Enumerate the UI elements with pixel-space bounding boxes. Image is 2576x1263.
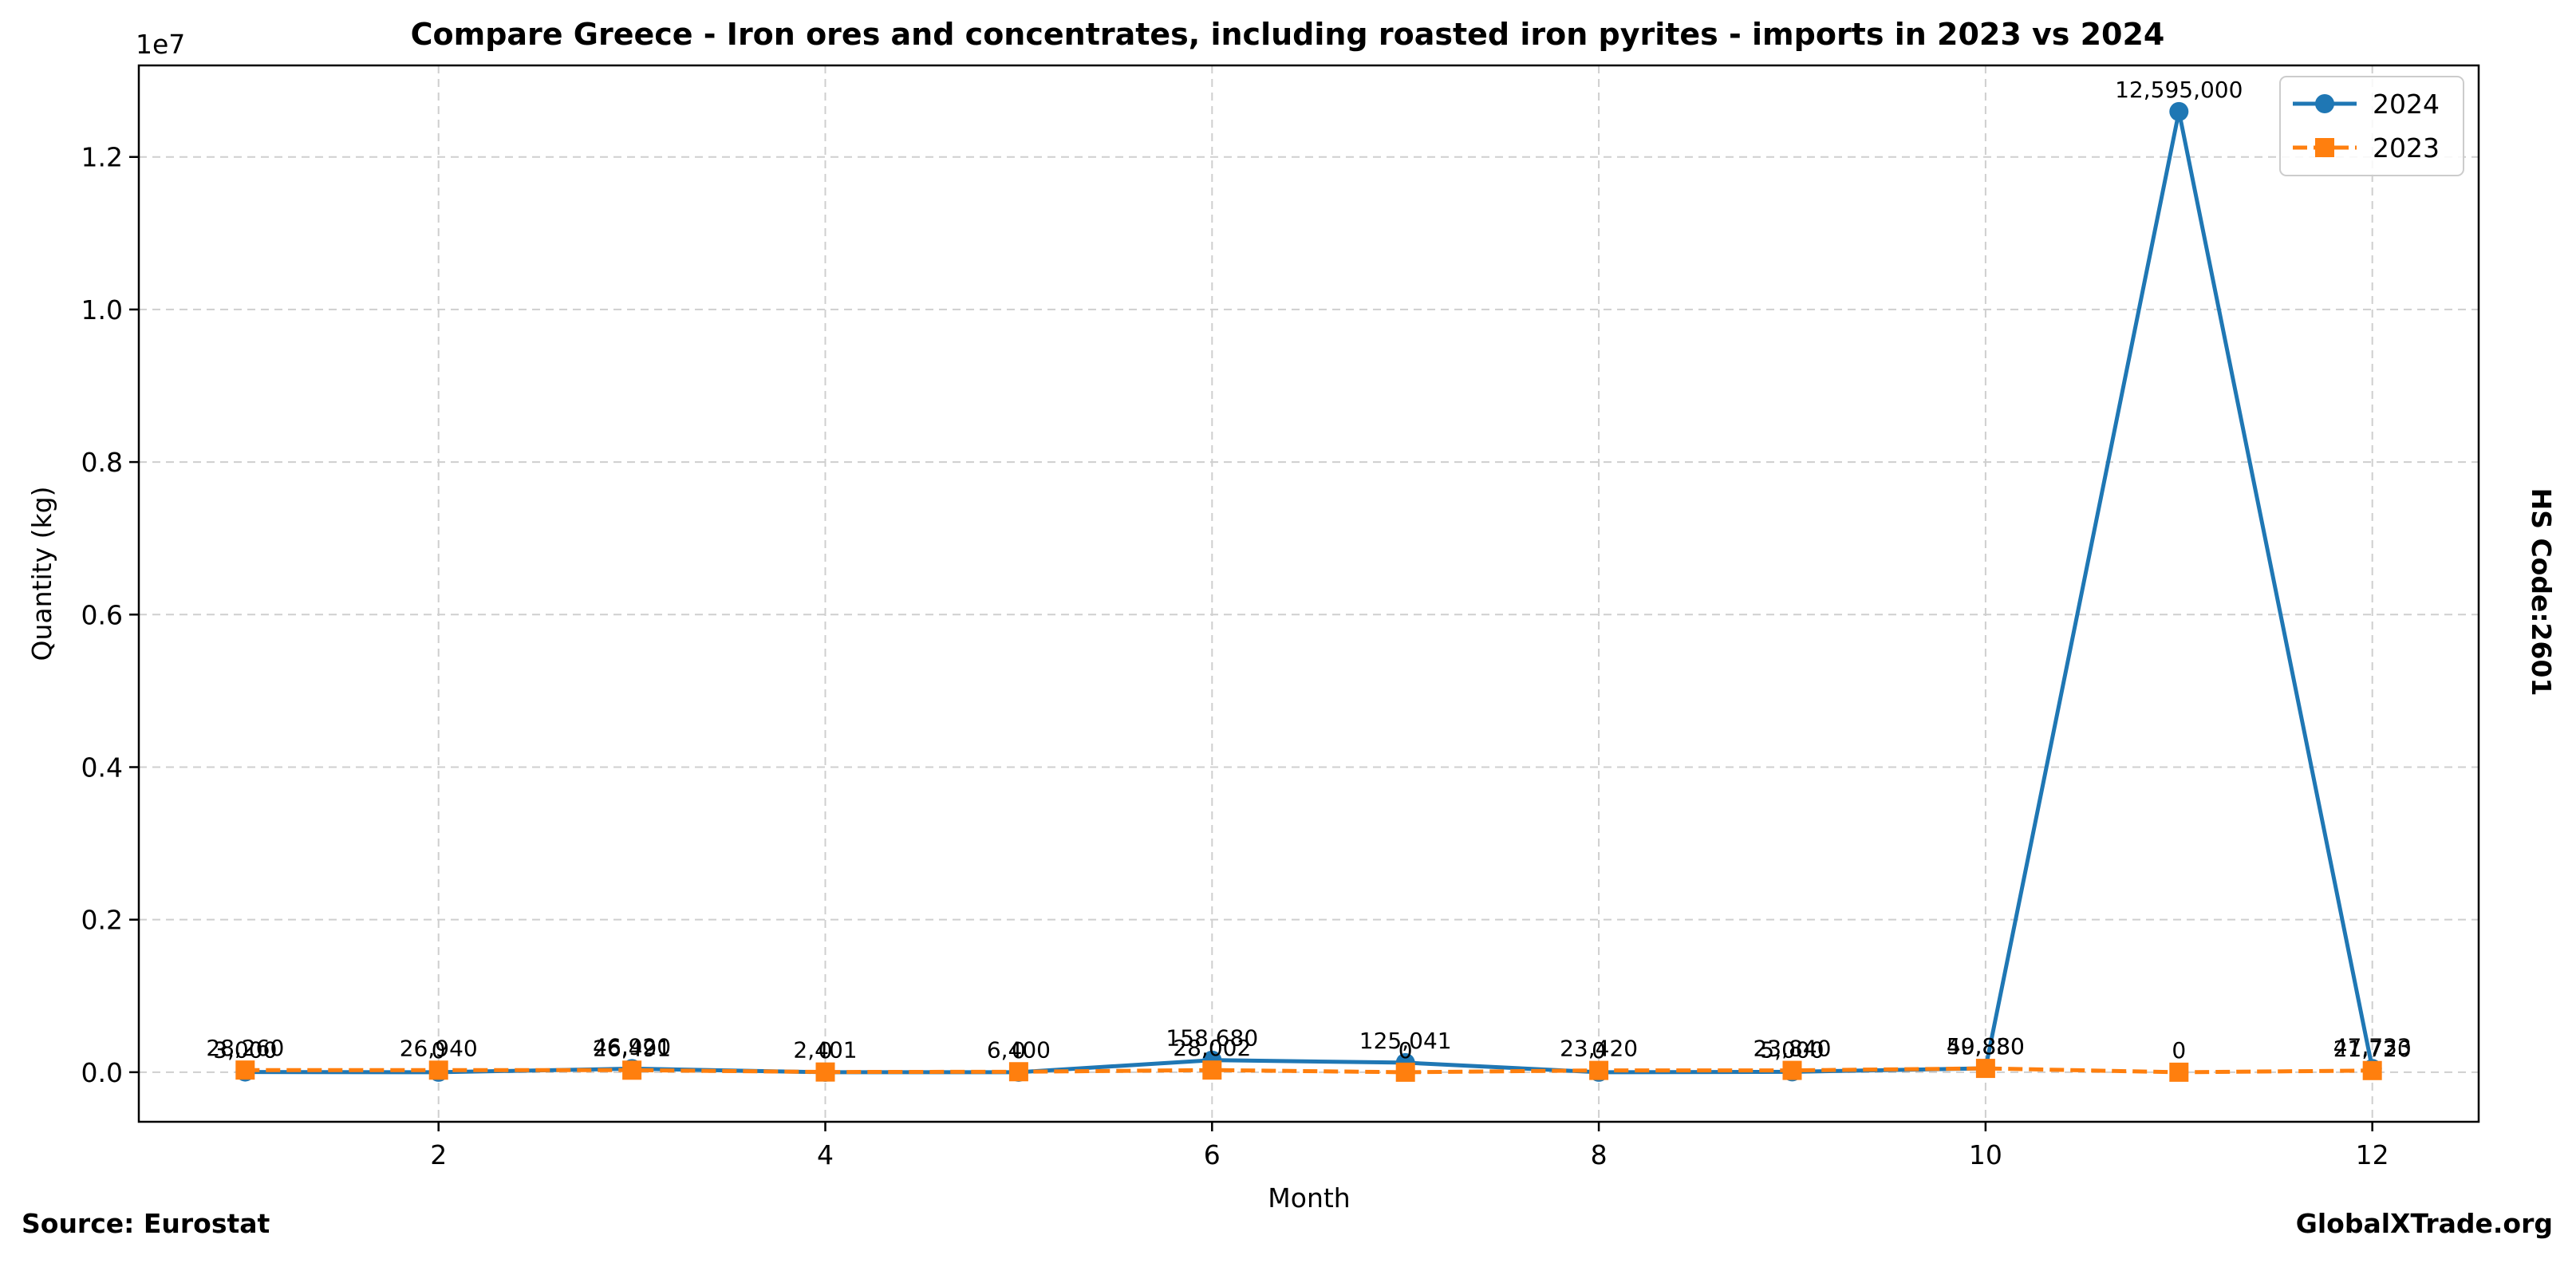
x-tick-label: 4 (817, 1139, 834, 1170)
data-label-2023: 0 (1398, 1037, 1413, 1064)
point-2023 (2362, 1060, 2382, 1080)
point-2023 (815, 1062, 835, 1082)
data-label-2024: 5,000 (1760, 1036, 1824, 1063)
y-axis: 0.0 0.2 0.4 0.6 0.8 1.0 1.2 (81, 142, 139, 1088)
point-2023 (2169, 1062, 2189, 1082)
plot-frame (137, 64, 2480, 1123)
x-axis: 2 4 6 8 10 12 (430, 1122, 2389, 1170)
data-label-2024: 0 (1592, 1037, 1606, 1064)
x-axis-label: Month (1268, 1182, 1350, 1214)
point-2023 (1782, 1060, 1802, 1080)
data-label-2023: 26,491 (593, 1035, 671, 1061)
y-tick-label: 1.2 (81, 142, 123, 173)
data-label-2024: 158,680 (1166, 1025, 1258, 1052)
y-tick-label: 0.4 (81, 752, 123, 783)
y-tick-label: 0.6 (81, 599, 123, 630)
y-tick-label: 0.8 (81, 447, 123, 478)
legend-marker (2315, 94, 2334, 113)
data-label-2023: 23,840 (1753, 1036, 1831, 1062)
data-label-2023: 49,880 (1947, 1033, 2025, 1060)
point-2023 (1008, 1062, 1028, 1082)
x-tick-label: 8 (1591, 1139, 1608, 1170)
series-line-2023 (245, 1066, 2373, 1075)
point-2023 (1202, 1060, 1222, 1080)
point-2023 (235, 1060, 255, 1080)
data-label-2023: 0 (2172, 1037, 2186, 1064)
data-label-2024: 0 (819, 1037, 833, 1064)
data-label-2024: 47,733 (2333, 1033, 2412, 1060)
data-label-2023: 6,400 (987, 1036, 1051, 1063)
x-tick-label: 12 (2356, 1139, 2389, 1170)
legend-marker (2315, 138, 2334, 157)
data-label-2023: 28,260 (206, 1035, 284, 1061)
brand-label: GlobalXTrade.org (2296, 1208, 2553, 1239)
legend-label: 2023 (2373, 132, 2440, 164)
y-offset-label: 1e7 (136, 29, 185, 60)
legend-label: 2024 (2373, 89, 2440, 120)
data-label-2024: 3,000 (213, 1037, 277, 1064)
series-2023 (235, 1059, 2382, 1082)
x-tick-label: 10 (1969, 1139, 2002, 1170)
point-2024 (2169, 101, 2189, 121)
data-label-2024: 12,595,000 (2115, 77, 2243, 103)
y-tick-label: 0.2 (81, 905, 123, 936)
y-tick-label: 0.0 (81, 1057, 123, 1088)
data-label-2023: 21,720 (2333, 1036, 2412, 1062)
x-tick-label: 2 (430, 1139, 447, 1170)
data-label-2024: 125,041 (1359, 1028, 1452, 1054)
hs-code-label: HS Code:2601 (2526, 488, 2557, 697)
data-label-2023: 23,420 (1560, 1036, 1638, 1062)
data-label-2023: 28,002 (1173, 1035, 1251, 1061)
legend: 2024 2023 (2279, 76, 2464, 176)
source-label: Source: Eurostat (22, 1208, 270, 1239)
data-label-2023: 2,401 (793, 1037, 857, 1064)
point-2023 (428, 1060, 448, 1080)
point-2023 (1975, 1059, 1995, 1079)
point-2023 (1589, 1060, 1609, 1080)
data-label-2024: 46,920 (593, 1033, 671, 1060)
data-label-2024: 0 (432, 1037, 446, 1064)
legend-item-2024: 2024 (2293, 89, 2440, 120)
chart-title: Compare Greece - Iron ores and concentra… (411, 17, 2165, 52)
data-label-2024: 0 (1012, 1037, 1026, 1064)
series-layer (235, 101, 2382, 1082)
y-tick-label: 1.0 (81, 294, 123, 326)
point-2023 (622, 1060, 642, 1080)
point-2023 (1395, 1062, 1415, 1082)
data-label-2024: 50,830 (1947, 1033, 2025, 1060)
y-axis-label: Quantity (kg) (26, 487, 57, 661)
data-labels: 3,000 0 46,920 0 0 158,680 125,041 0 5,000 50,830… (206, 77, 2411, 1064)
x-tick-label: 6 (1204, 1139, 1221, 1170)
legend-item-2023: 2023 (2293, 132, 2440, 164)
data-label-2023: 26,940 (400, 1035, 478, 1061)
